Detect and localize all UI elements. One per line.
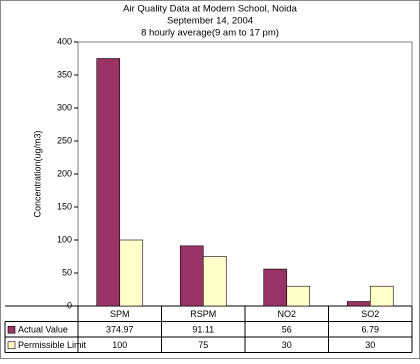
y-tick-label: 350 bbox=[57, 69, 72, 79]
y-tick-label: 250 bbox=[57, 135, 72, 145]
table-value: 56 bbox=[282, 325, 292, 335]
x-tick-label: SO2 bbox=[361, 309, 379, 319]
bar bbox=[96, 58, 121, 307]
table-value: 91.11 bbox=[192, 325, 214, 335]
y-tick-label: 400 bbox=[57, 36, 72, 46]
y-tick-label: 200 bbox=[57, 168, 72, 178]
bar bbox=[286, 285, 311, 307]
chart-title: Air Quality Data at Modern School, Noida bbox=[123, 4, 297, 15]
x-tick-label: RSPM bbox=[190, 309, 216, 319]
table-value: 30 bbox=[282, 340, 292, 350]
y-axis-label: Concentration(ug/m3) bbox=[32, 130, 42, 217]
bar bbox=[119, 239, 144, 307]
x-tick-label: NO2 bbox=[277, 309, 296, 319]
y-tick-label: 100 bbox=[57, 234, 72, 244]
x-tick-label: SPM bbox=[110, 309, 130, 319]
bar bbox=[346, 301, 371, 307]
y-tick-label: 0 bbox=[67, 300, 72, 310]
table-value: 30 bbox=[365, 340, 375, 350]
table-value: 75 bbox=[198, 340, 208, 350]
bar bbox=[179, 245, 204, 307]
y-tick-label: 150 bbox=[57, 201, 72, 211]
legend-key bbox=[7, 325, 16, 334]
y-tick-label: 50 bbox=[62, 267, 72, 277]
table-value: 6.79 bbox=[361, 325, 379, 335]
bar bbox=[263, 268, 288, 307]
legend-label: Actual Value bbox=[18, 325, 68, 335]
bar bbox=[202, 256, 227, 307]
table-value: 374.97 bbox=[106, 325, 134, 335]
table-value: 100 bbox=[112, 340, 127, 350]
bar bbox=[369, 285, 394, 307]
chart-subtitle: September 14, 2004 bbox=[167, 16, 253, 27]
legend-key bbox=[7, 341, 16, 350]
legend-label: Permissible Limit bbox=[18, 340, 87, 350]
y-tick-label: 300 bbox=[57, 102, 72, 112]
chart-subtitle: 8 hourly average(9 am to 17 pm) bbox=[141, 28, 279, 39]
